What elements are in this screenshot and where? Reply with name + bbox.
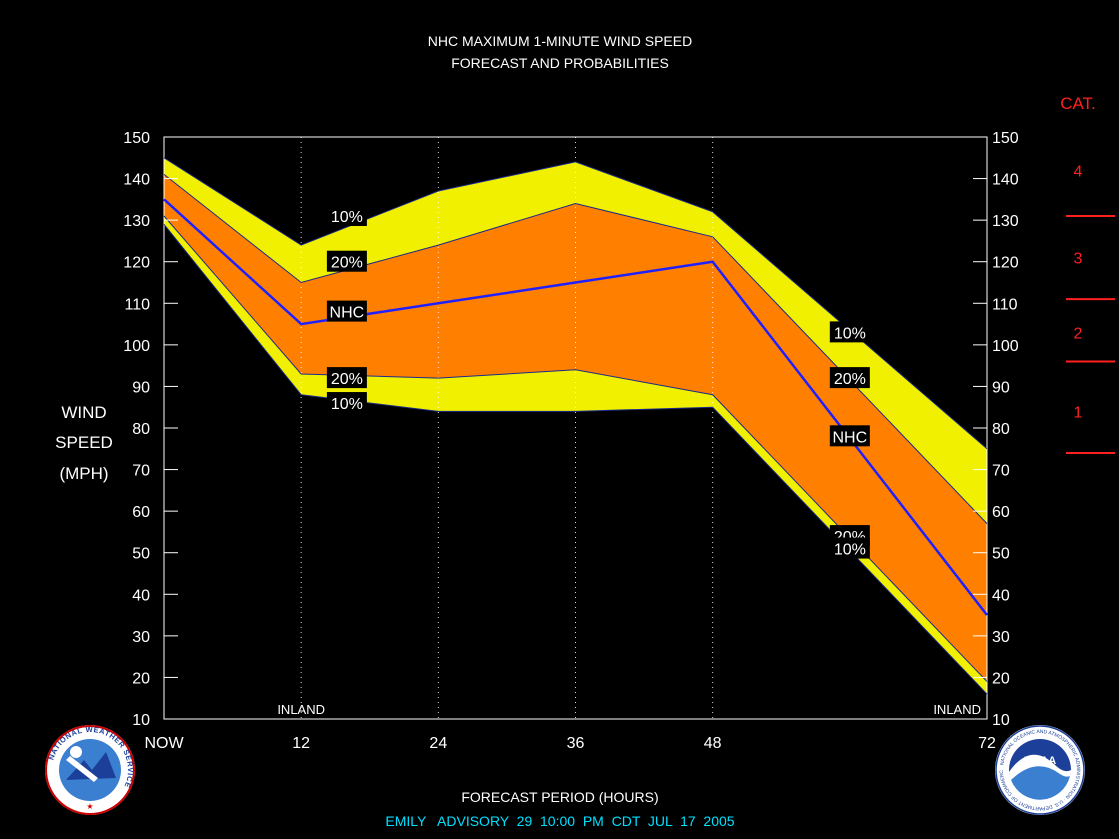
category-label-3: 3 bbox=[1074, 251, 1083, 268]
inland-annotations: INLAND INLAND bbox=[277, 702, 981, 717]
band-label-box bbox=[829, 321, 870, 343]
y-tick-label-right-10: 10 bbox=[992, 712, 1010, 729]
y-tick-label-right-60: 60 bbox=[992, 504, 1010, 521]
grid-lines bbox=[300, 137, 714, 719]
x-axis-ticks: NOW 12 24 36 48 72 bbox=[144, 735, 996, 752]
band-label-box bbox=[829, 367, 870, 389]
y-axis-label-line-1: WIND bbox=[61, 403, 106, 422]
y-tick-label-left-130: 130 bbox=[123, 213, 150, 230]
y-tick-label-right-110: 110 bbox=[992, 296, 1018, 313]
y-tick-label-right-90: 90 bbox=[992, 379, 1010, 396]
band-label-box bbox=[326, 367, 367, 389]
lower-10-line bbox=[163, 223, 988, 695]
y-tick-label-right-100: 100 bbox=[992, 338, 1019, 355]
band-label-box bbox=[326, 204, 367, 226]
series-lines bbox=[163, 157, 988, 695]
band-label-box bbox=[326, 392, 367, 414]
x-tick-label-72: 72 bbox=[978, 735, 996, 752]
band-label-5: 10% bbox=[829, 321, 870, 343]
noaa-logo: NOAA NATIONAL OCEANIC AND ATMOSPHERIC AD… bbox=[995, 725, 1085, 815]
y-tick-label-right-130: 130 bbox=[992, 213, 1019, 230]
band-label-box bbox=[829, 425, 870, 447]
band-label-0: 10% bbox=[326, 204, 367, 226]
band-label-2: NHC bbox=[326, 300, 367, 322]
nhc-forecast-line bbox=[163, 198, 988, 616]
category-label-2: 2 bbox=[1074, 325, 1083, 342]
advisory-footer: EMILY ADVISORY 29 10:00 PM CDT JUL 17 20… bbox=[385, 813, 734, 829]
y-tick-label-left-80: 80 bbox=[132, 421, 150, 438]
y-axis-label-line-2: SPEED bbox=[55, 433, 113, 452]
y-tick-label-left-140: 140 bbox=[123, 172, 150, 189]
band-label-box bbox=[829, 537, 870, 559]
band-label-4: 10% bbox=[326, 392, 367, 414]
y-tick-label-right-70: 70 bbox=[992, 463, 1010, 480]
nws-star-icon: ★ bbox=[86, 802, 93, 811]
band-label-text: 20% bbox=[331, 371, 363, 388]
y-axis-ticks: 10 10 20 20 30 30 40 40 50 50 60 60 70 70 80 80 90 90 100 1… bbox=[123, 130, 1019, 729]
category-label-4: 4 bbox=[1074, 163, 1083, 180]
category-header: CAT. bbox=[1060, 94, 1096, 113]
upper-20-line bbox=[163, 174, 988, 524]
y-tick-label-left-120: 120 bbox=[123, 255, 150, 272]
y-tick-label-left-90: 90 bbox=[132, 379, 150, 396]
band-label-text: 10% bbox=[331, 209, 363, 226]
y-tick-label-left-60: 60 bbox=[132, 504, 150, 521]
band-label-box bbox=[326, 300, 367, 322]
chart-subtitle: FORECAST AND PROBABILITIES bbox=[451, 55, 669, 71]
y-tick-label-left-150: 150 bbox=[123, 130, 150, 147]
y-tick-label-right-30: 30 bbox=[992, 629, 1010, 646]
y-tick-label-left-100: 100 bbox=[123, 338, 150, 355]
y-tick-label-right-20: 20 bbox=[992, 670, 1010, 687]
upper-10-line bbox=[163, 157, 988, 450]
band-label-text: NHC bbox=[330, 305, 365, 322]
noaa-logo-text: NOAA bbox=[1024, 755, 1056, 767]
band-label-text: NHC bbox=[832, 429, 867, 446]
band-label-text: 10% bbox=[834, 542, 866, 559]
y-tick-label-right-40: 40 bbox=[992, 587, 1010, 604]
x-tick-label-12: 12 bbox=[292, 735, 310, 752]
band-label-text: 20% bbox=[331, 255, 363, 272]
band-label-9: 10% bbox=[829, 537, 870, 559]
band-label-text: 10% bbox=[331, 396, 363, 413]
x-tick-label-36: 36 bbox=[567, 735, 585, 752]
band-label-1: 20% bbox=[326, 250, 367, 272]
y-tick-label-left-30: 30 bbox=[132, 629, 150, 646]
probability-bands bbox=[164, 157, 987, 695]
chart-title: NHC MAXIMUM 1-MINUTE WIND SPEED bbox=[428, 33, 692, 49]
band-label-box bbox=[326, 250, 367, 272]
y-tick-label-left-20: 20 bbox=[132, 670, 150, 687]
inland-annotation-0: INLAND bbox=[277, 702, 325, 717]
y-axis-label-line-3: (MPH) bbox=[59, 464, 108, 483]
category-label-1: 1 bbox=[1074, 404, 1083, 421]
category-scale: 4 3 2 1 bbox=[1066, 163, 1115, 454]
lower-20-line bbox=[163, 215, 988, 682]
y-tick-label-right-80: 80 bbox=[992, 421, 1010, 438]
y-tick-label-left-40: 40 bbox=[132, 587, 150, 604]
x-axis-label: FORECAST PERIOD (HOURS) bbox=[461, 789, 658, 805]
y-tick-label-right-140: 140 bbox=[992, 172, 1019, 189]
y-tick-label-right-150: 150 bbox=[992, 130, 1019, 147]
y-tick-label-right-50: 50 bbox=[992, 546, 1010, 563]
band-20-percent bbox=[164, 174, 987, 682]
y-tick-label-left-10: 10 bbox=[132, 712, 150, 729]
band-label-3: 20% bbox=[326, 367, 367, 389]
y-tick-label-left-70: 70 bbox=[132, 463, 150, 480]
nws-logo: NATIONAL WEATHER SERVICE ★ bbox=[45, 725, 135, 815]
x-tick-label-48: 48 bbox=[704, 735, 722, 752]
x-tick-label-24: 24 bbox=[429, 735, 447, 752]
x-tick-label-now: NOW bbox=[144, 735, 184, 752]
band-label-7: NHC bbox=[829, 425, 870, 447]
y-tick-label-left-110: 110 bbox=[124, 296, 150, 313]
inland-annotation-1: INLAND bbox=[933, 702, 981, 717]
y-tick-label-left-50: 50 bbox=[132, 546, 150, 563]
band-label-text: 10% bbox=[834, 325, 866, 342]
band-label-text: 20% bbox=[834, 371, 866, 388]
y-tick-label-right-120: 120 bbox=[992, 255, 1019, 272]
band-label-6: 20% bbox=[829, 367, 870, 389]
